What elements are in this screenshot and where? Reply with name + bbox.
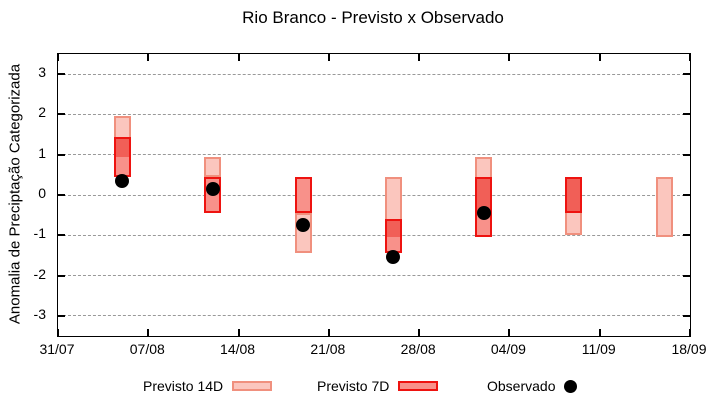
observed-dot [205,181,220,196]
observed-dot [386,250,401,265]
x-tick-bottom [598,329,601,336]
chart-title: Rio Branco - Previsto x Observado [242,8,504,27]
x-tick-bottom [57,329,59,336]
forecast-7d-box [565,176,583,214]
x-tick-bottom [147,329,150,336]
legend-swatch-previsto-7d-box [398,381,439,391]
y-tick-left [58,314,65,317]
y-tick-label: 2 [38,104,46,121]
forecast-overlap-fill [475,176,493,214]
forecast-overlap-fill [113,136,131,157]
x-tick-bottom [327,329,330,336]
y-tick-left [58,234,65,237]
x-tick-label: 11/09 [581,341,616,357]
forecast-7d-box [204,176,222,214]
forecast-7d-box [475,176,493,238]
y-tick-right [683,153,690,156]
x-tick-top [418,54,421,61]
y-tick-label: -2 [33,265,46,282]
legend-swatch-observado-dot [564,379,578,393]
forecast-7d-box [113,136,131,177]
y-tick-right [683,73,690,76]
legend-swatch-previsto-14d-box [232,381,273,391]
legend-item-previsto-14d: Previsto 14D [143,377,273,395]
y-tick-left [58,194,65,196]
x-tick-top [237,54,240,61]
legend-label-observado: Observado [487,378,556,394]
gridline [58,315,690,317]
y-tick-left [58,113,65,116]
x-tick-bottom [508,329,511,336]
gridline [58,275,690,277]
x-tick-bottom [689,329,691,336]
gridline [58,194,690,196]
x-tick-label: 14/08 [220,341,256,357]
x-tick-top [508,54,511,61]
gridline [58,234,690,236]
forecast-7d-box [294,176,312,214]
x-tick-label: 21/08 [310,341,346,357]
observed-dot [115,173,130,188]
observed-dot [296,218,311,233]
legend-label-previsto-14d: Previsto 14D [143,378,224,394]
x-tick-label: 04/09 [490,341,526,357]
y-tick-right [683,234,690,237]
legend-item-previsto-7d: Previsto 7D [317,377,439,395]
x-tick-top [147,54,150,61]
y-tick-label: 0 [38,185,46,201]
observed-dot [476,206,491,221]
forecast-7d-fill [294,176,312,214]
gridline [58,73,690,75]
gridline [58,154,690,156]
x-tick-label: 31/07 [39,341,75,357]
y-tick-right [683,194,690,196]
gridline [58,113,690,115]
y-tick-label: -3 [33,305,46,322]
forecast-overlap-fill [384,219,402,238]
x-tick-top [689,54,691,61]
y-tick-label: -1 [33,225,46,242]
forecast-overlap-fill [565,176,583,214]
forecast-7d-box [384,219,402,254]
legend-label-previsto-7d: Previsto 7D [317,378,390,394]
x-tick-label: 28/08 [400,341,436,357]
y-tick-label: 3 [38,64,46,81]
y-tick-left [58,73,65,76]
y-tick-right [683,274,690,277]
x-tick-label: 18/09 [671,341,707,357]
y-tick-left [58,274,65,277]
x-tick-top [327,54,330,61]
y-tick-left [58,153,65,156]
x-tick-top [57,54,59,61]
plot-area [57,53,691,337]
forecast-14d-box [655,176,673,238]
y-tick-right [683,113,690,116]
y-tick-right [683,314,690,317]
x-tick-bottom [237,329,240,336]
legend-item-observado: Observado [487,377,578,395]
x-tick-label: 07/08 [129,341,165,357]
forecast-14d-box [204,156,222,177]
x-tick-bottom [418,329,421,336]
y-tick-label: 1 [38,144,46,161]
x-tick-top [598,54,601,61]
